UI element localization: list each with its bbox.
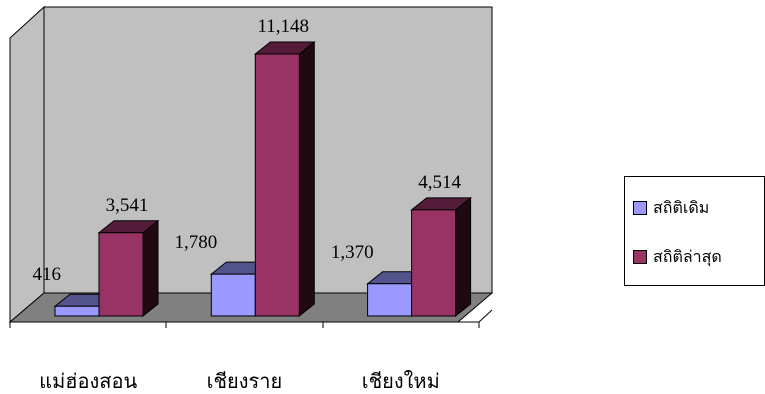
data-label: 1,370 [331,242,374,263]
legend-swatch-series-1 [633,201,647,215]
category-labels: แม่ฮ่องสอน เชียงราย เชียงใหม่ [39,369,440,393]
category-label: แม่ฮ่องสอน [39,369,137,393]
bar-front [254,53,300,317]
data-label: 416 [33,264,62,285]
legend-label-series-2: สถิติล่าสุด [653,246,722,266]
bar-front [210,273,256,317]
value-labels: 416 3,541 1,780 11,148 1,370 4,514 [33,16,462,285]
data-label: 3,541 [106,195,149,216]
bar-front [98,232,144,317]
bar-side [298,40,315,318]
data-label: 11,148 [258,16,310,37]
data-label: 4,514 [418,172,461,193]
legend-swatch-series-2 [633,250,647,264]
legend-label-series-1: สถิติเดิม [653,197,710,217]
bar-front [54,305,100,317]
category-label: เชียงใหม่ [362,369,440,393]
legend-item-series-2: สถิติล่าสุด [633,246,722,268]
data-label: 1,780 [175,232,218,253]
bar-front [367,283,413,317]
bars [53,40,473,318]
bar [410,196,473,318]
bar-front [411,209,457,317]
bar [253,40,316,318]
legend: สถิติเดิม สถิติล่าสุด [624,176,765,286]
x-axis-end [478,309,493,323]
bar [97,219,160,318]
bar-side [142,219,159,318]
category-axis [9,309,493,328]
bar-side [455,196,472,318]
legend-item-series-1: สถิติเดิม [633,197,709,219]
category-label: เชียงราย [207,369,283,393]
